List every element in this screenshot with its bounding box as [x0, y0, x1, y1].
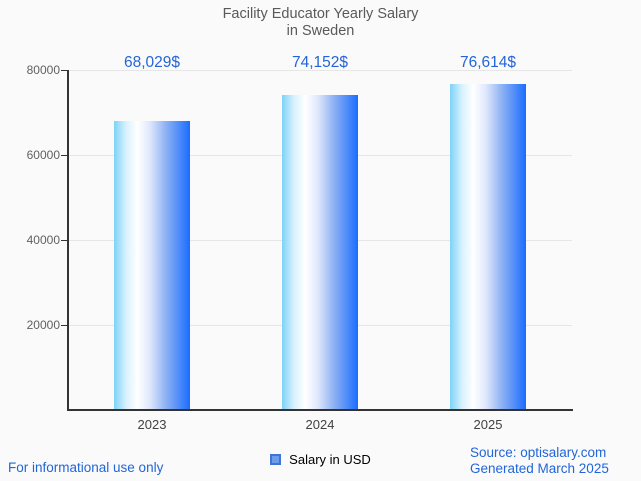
x-category-label: 2025 [473, 417, 503, 432]
bar-value-label: 68,029$ [123, 54, 181, 71]
y-axis-line [67, 70, 69, 410]
x-category-label: 2024 [305, 417, 335, 432]
chart-title: Facility Educator Yearly Salary in Swede… [0, 6, 641, 40]
x-axis-baseline [67, 409, 573, 411]
footer-disclaimer: For informational use only [8, 460, 164, 475]
footer-source-line: Source: optisalary.com [470, 445, 607, 460]
chart-title-line1: Facility Educator Yearly Salary [222, 6, 419, 22]
bar-value-label: 76,614$ [459, 54, 517, 71]
footer-generated-line: Generated March 2025 [470, 461, 609, 476]
chart-legend: Salary in USD [0, 452, 641, 467]
gridline [69, 69, 572, 71]
y-tick [61, 239, 67, 241]
bar-2024 [282, 94, 358, 410]
y-tick-label: 20000 [26, 318, 60, 332]
x-category-label: 2023 [137, 417, 167, 432]
y-tick [61, 154, 67, 156]
y-tick-label: 60000 [26, 148, 60, 162]
y-tick [61, 69, 67, 71]
y-tick-label: 80000 [26, 63, 60, 77]
bar-2023 [114, 120, 190, 410]
y-tick [61, 324, 67, 326]
bar-value-label: 74,152$ [291, 54, 349, 71]
legend-label: Salary in USD [289, 452, 371, 467]
y-tick-label: 40000 [26, 233, 60, 247]
footer-source-block: Source: optisalary.com Generated March 2… [470, 445, 609, 477]
bar-2025 [450, 84, 526, 410]
legend-marker-icon [270, 454, 282, 465]
chart-title-line2: in Sweden [286, 23, 355, 39]
